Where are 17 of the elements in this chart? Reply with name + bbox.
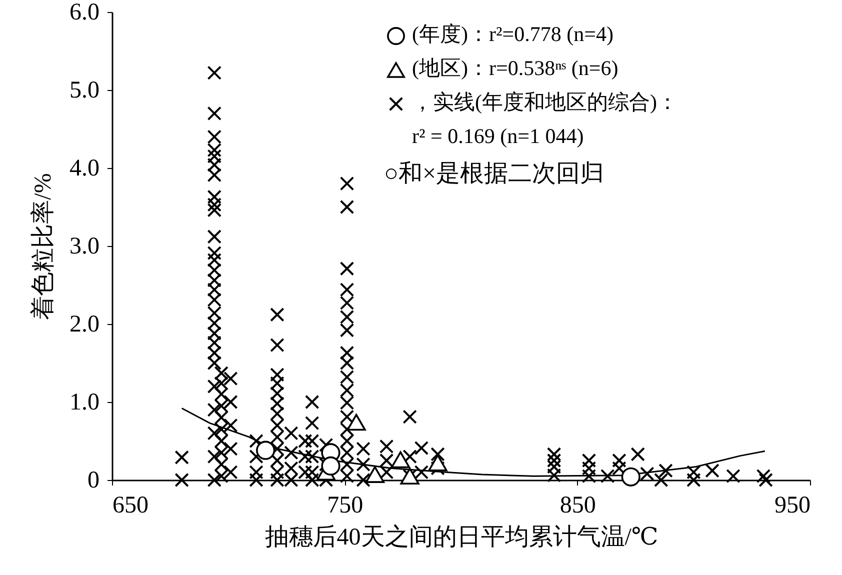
x-axis-title: 抽穗后40天之间的日平均累计气温/℃ — [264, 524, 658, 550]
y-tick-label: 2.0 — [70, 312, 100, 338]
x-tick-label: 650 — [112, 492, 148, 518]
annotation: ○和×是根据二次回归 — [384, 161, 604, 187]
legend-label: (年度)：r²=0.778 (n=4) — [412, 22, 614, 46]
y-tick-label: 3.0 — [70, 234, 100, 260]
y-tick-label: 0 — [88, 468, 100, 494]
y-tick-label: 6.0 — [70, 0, 100, 26]
y-tick-label: 4.0 — [70, 156, 100, 182]
x-tick-label: 750 — [327, 492, 364, 518]
legend-label: ，实线(年度和地区的综合)：r² = 0.169 (n=1 044) — [412, 90, 678, 148]
x-tick-label: 950 — [774, 492, 810, 518]
y-tick-label: 5.0 — [70, 78, 100, 104]
legend-label: (地区)：r=0.538ⁿˢ (n=6) — [412, 56, 618, 80]
y-tick-label: 1.0 — [70, 390, 100, 416]
x-tick-label: 850 — [560, 492, 596, 518]
y-axis-title: 着色粒比率/% — [30, 173, 56, 320]
